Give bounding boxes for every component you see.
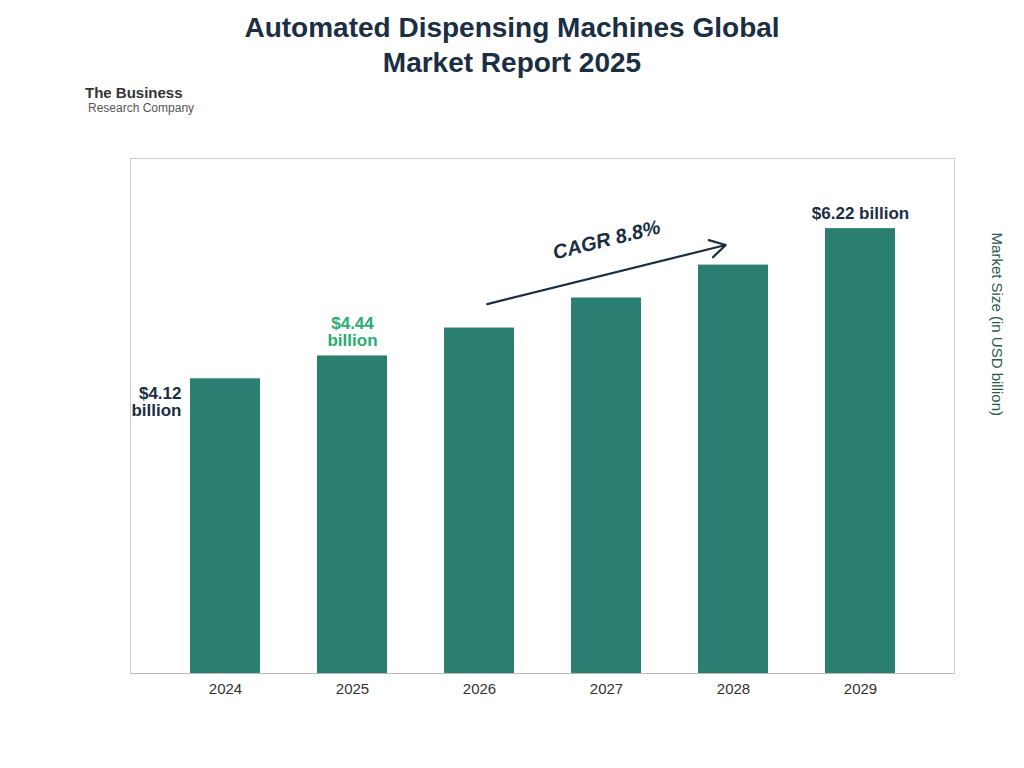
svg-text:$4.12billion: $4.12billion	[131, 384, 181, 420]
svg-text:2027: 2027	[590, 680, 623, 697]
svg-text:Market Size (in USD billion): Market Size (in USD billion)	[989, 233, 1006, 416]
svg-text:2028: 2028	[717, 680, 750, 697]
html-text:The Business: The Business	[85, 84, 183, 101]
svg-text:2026: 2026	[463, 680, 496, 697]
svg-text:$6.22 billion: $6.22 billion	[812, 204, 909, 223]
svg-text:2025: 2025	[336, 680, 369, 697]
svg-text:$4.44billion: $4.44billion	[327, 314, 377, 350]
html-text:Research Company: Research Company	[88, 101, 195, 115]
html-text:Automated Dispensing Machines: Automated Dispensing Machines Global Mar…	[244, 12, 780, 78]
svg-text:2024: 2024	[209, 680, 242, 697]
svg-text:CAGR 8.8%: CAGR 8.8%	[550, 215, 662, 263]
svg-text:2029: 2029	[844, 680, 877, 697]
